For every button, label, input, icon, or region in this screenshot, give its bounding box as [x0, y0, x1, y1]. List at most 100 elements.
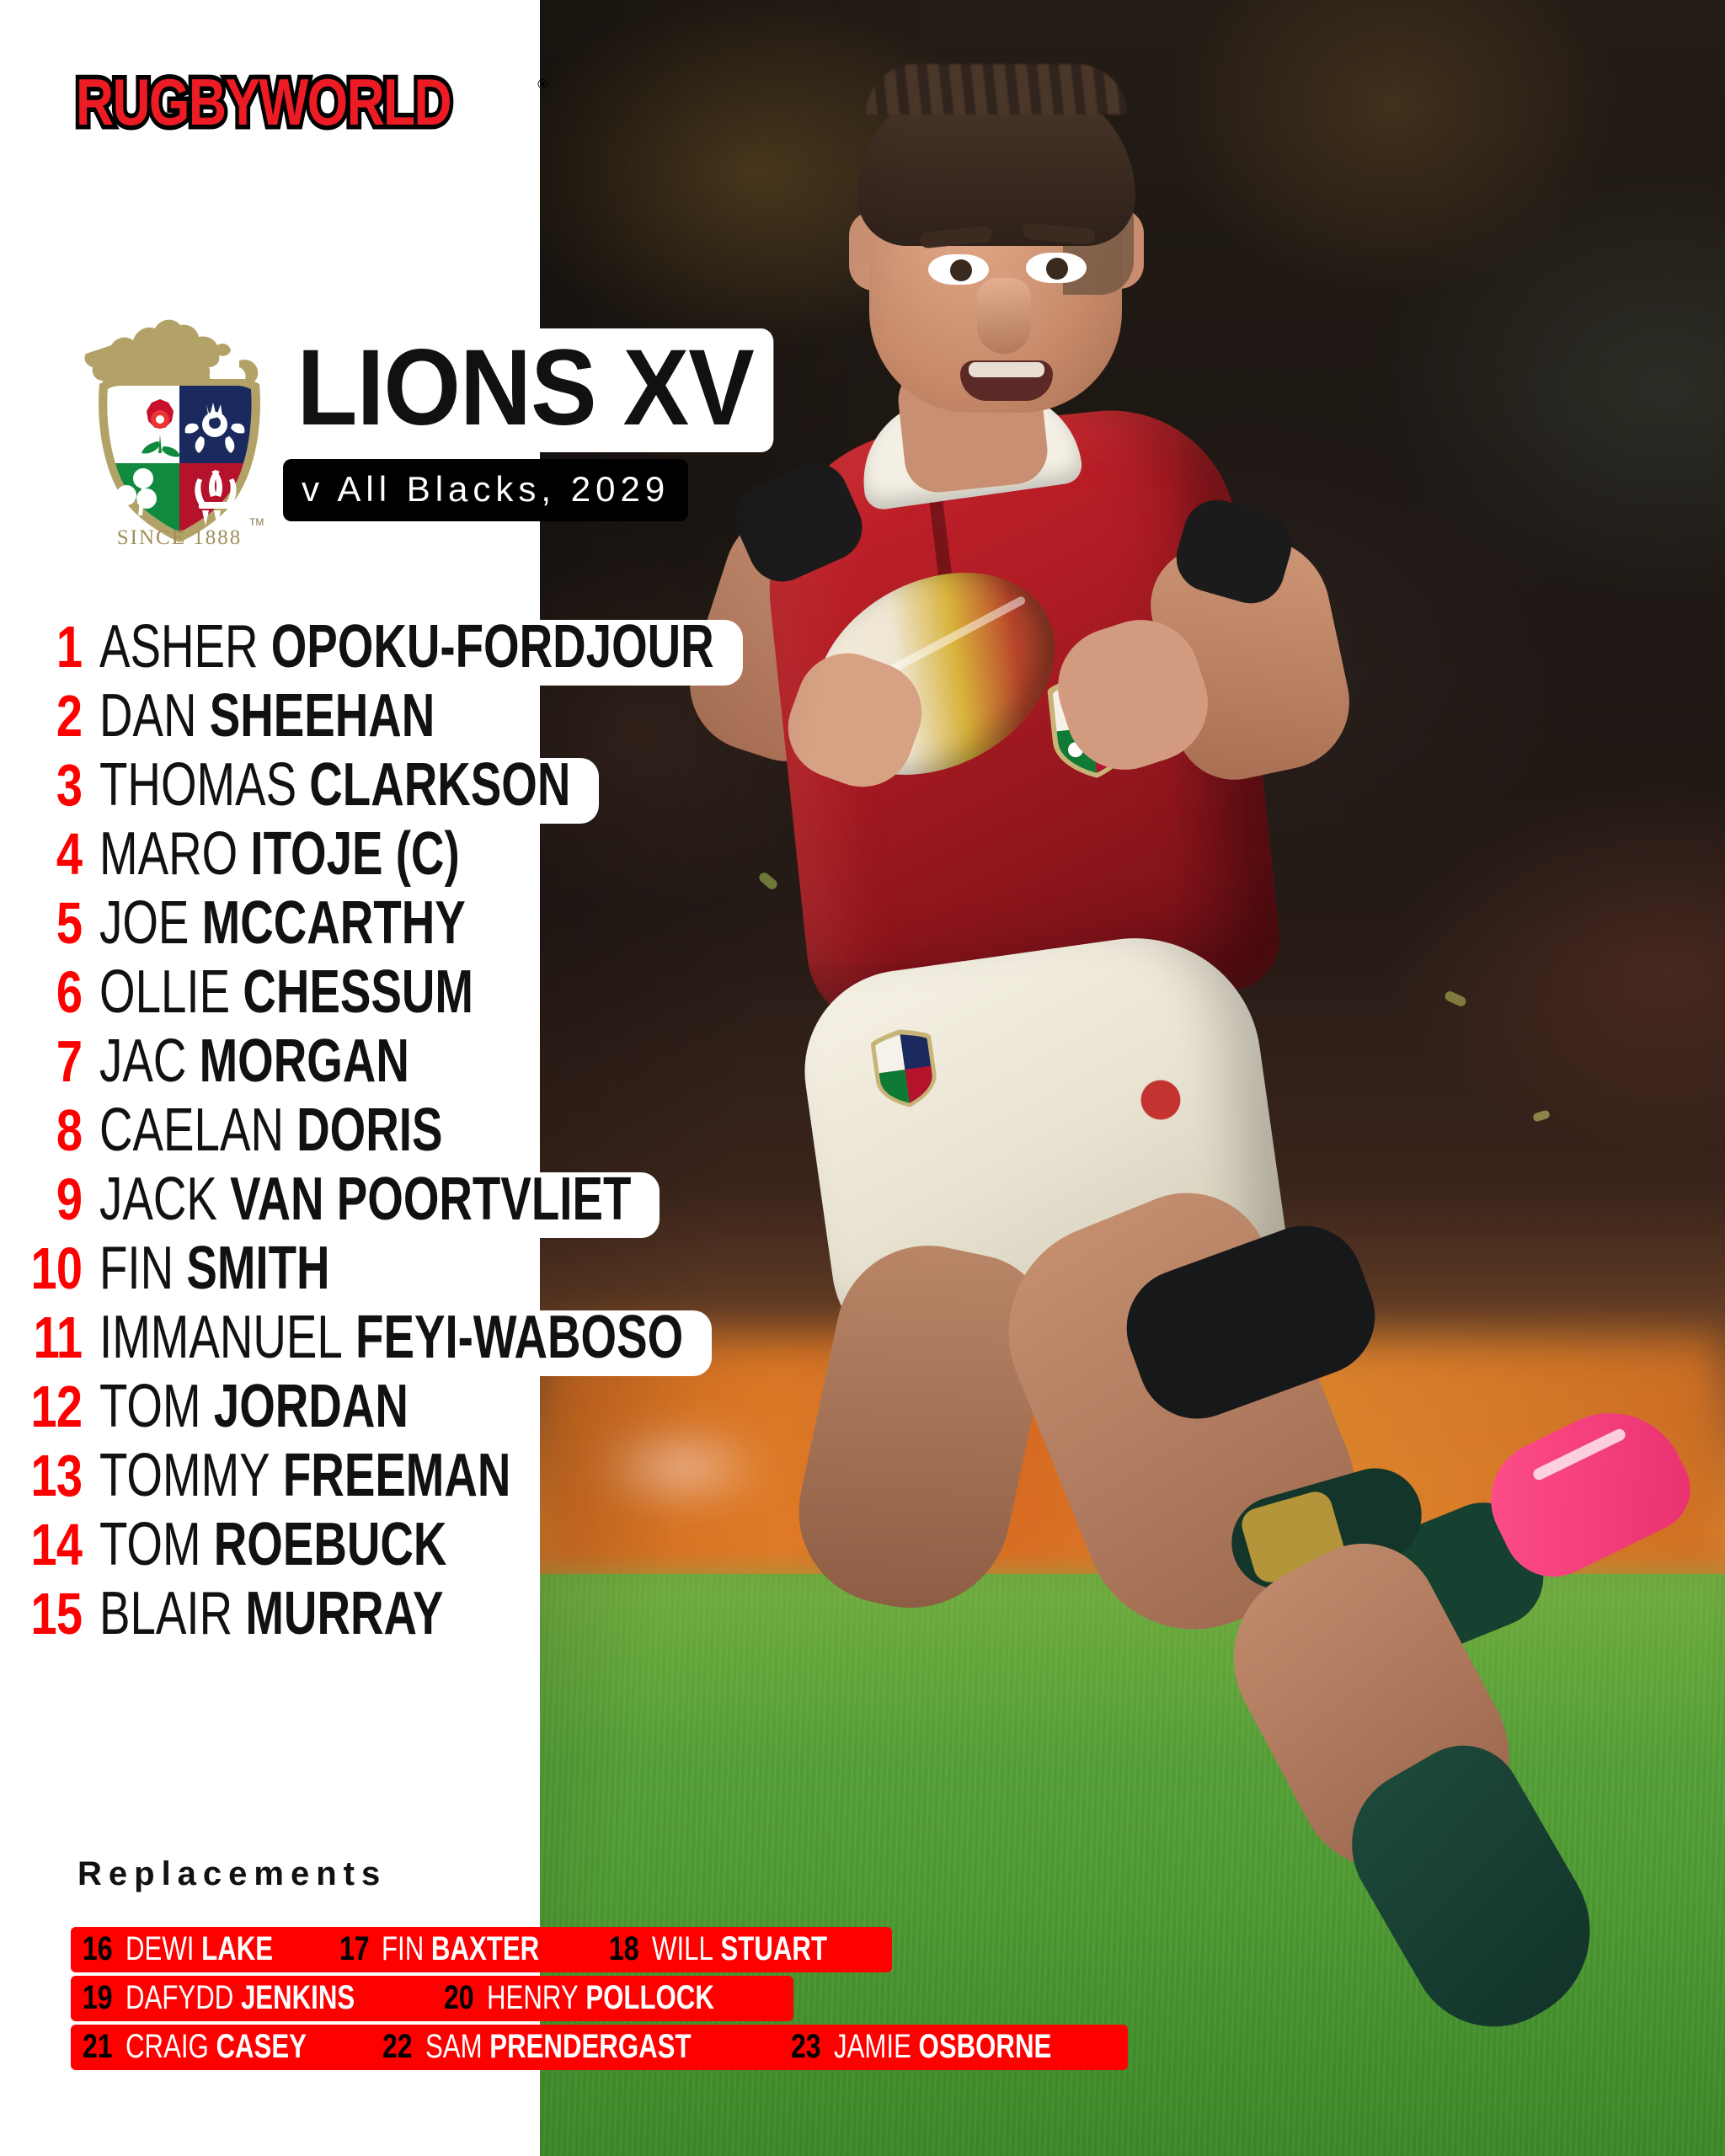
player-hair	[857, 77, 1135, 246]
title-block: LIONS XV v All Blacks, 2029	[283, 328, 816, 521]
replacement-number: 17	[339, 1930, 370, 1967]
player-number: 11	[33, 1305, 83, 1370]
player-number: 15	[30, 1581, 83, 1646]
player-name: JAC MORGAN	[99, 1031, 409, 1091]
lineup-row: 2 DAN SHEEHAN	[0, 686, 927, 755]
player-pupil-right	[1046, 258, 1068, 280]
player-last-name: MURRAY	[232, 1580, 444, 1647]
replacement-name: WILL STUART	[652, 1932, 827, 1966]
player-last-name: DORIS	[283, 1097, 443, 1164]
replacement-first-name: HENRY	[486, 1979, 579, 2016]
replacement-first-name: WILL	[651, 1930, 713, 1967]
player-number: 4	[56, 821, 83, 887]
player-name: JACK VAN POORTVLIET	[99, 1169, 631, 1230]
replacements-list: 16 DEWI LAKE 17 FIN BAXTER 18 WILL STUART 19 DA…	[71, 1927, 1128, 2073]
player-number: 6	[56, 959, 83, 1025]
player-last-name: CHESSUM	[230, 958, 473, 1026]
replacement-number: 22	[382, 2028, 413, 2065]
wales-feathers-icon	[195, 470, 237, 527]
replacement-number: 19	[83, 1979, 113, 2016]
lions-crest-icon: TM	[74, 296, 285, 549]
replacements-row: 21 CRAIG CASEY 22 SAM PRENDERGAST 23 JAMIE OS…	[71, 2025, 1128, 2070]
replacements-row: 16 DEWI LAKE 17 FIN BAXTER 18 WILL STUART	[71, 1927, 1128, 1972]
lineup-row: 5 JOE MCCARTHY	[0, 893, 927, 962]
lineup-row: 13 TOMMY FREEMAN	[0, 1445, 927, 1514]
player-last-name: JORDAN	[200, 1373, 409, 1440]
player-last-name: FEYI-WABOSO	[342, 1304, 684, 1371]
lineup-row: 7 JAC MORGAN	[0, 1031, 927, 1100]
player-name: JOE MCCARTHY	[99, 893, 466, 953]
rugby-world-wordmark: RUGBYWORLD	[72, 64, 456, 139]
player-first-name: BLAIR	[99, 1580, 233, 1647]
player-last-name: SHEEHAN	[196, 682, 435, 750]
player-nose	[977, 278, 1031, 354]
player-name: TOM ROEBUCK	[99, 1514, 446, 1575]
lineup-row: 6 OLLIE CHESSUM	[0, 962, 927, 1031]
replacement-number: 21	[83, 2028, 113, 2065]
player-name: FIN SMITH	[99, 1238, 330, 1299]
lineup-row: 10 FIN SMITH	[0, 1238, 927, 1307]
lineup-row: 8 CAELAN DORIS	[0, 1100, 927, 1169]
page-title: LIONS XV	[283, 328, 774, 452]
replacement-number: 23	[791, 2028, 821, 2065]
player-name: OLLIE CHESSUM	[99, 962, 473, 1022]
lineup-row: 11 IMMANUEL FEYI-WABOSO	[0, 1307, 927, 1376]
page-subtitle: v All Blacks, 2029	[283, 458, 689, 521]
player-last-name: ROEBUCK	[200, 1511, 447, 1578]
player-first-name: MARO	[99, 820, 238, 888]
replacement-last-name: LAKE	[193, 1930, 273, 1967]
player-name: CAELAN DORIS	[99, 1100, 442, 1161]
replacement-last-name: BAXTER	[424, 1930, 540, 1967]
player-first-name: CAELAN	[99, 1097, 284, 1164]
player-last-name: CLARKSON	[296, 751, 571, 819]
lineup-row: 12 TOM JORDAN	[0, 1376, 927, 1445]
player-number: 1	[56, 614, 83, 680]
registered-trademark-icon: ®	[537, 77, 548, 92]
player-figure	[539, 0, 1725, 2156]
replacements-red-bar: 19 DAFYDD JENKINS 20 HENRY POLLOCK	[71, 1976, 793, 2021]
england-rose-icon	[142, 399, 180, 457]
player-name: TOM JORDAN	[99, 1376, 409, 1437]
player-first-name: DAN	[99, 682, 197, 750]
scotland-thistle-icon	[184, 403, 245, 453]
lineup-row: 9 JACK VAN POORTVLIET	[0, 1169, 927, 1238]
player-first-name: JAC	[99, 1027, 187, 1095]
player-name: ASHER OPOKU-FORDJOUR	[99, 616, 714, 677]
replacement-first-name: JAMIE	[833, 2028, 911, 2065]
player-name: THOMAS CLARKSON	[99, 755, 570, 815]
replacement-first-name: SAM	[425, 2028, 483, 2065]
player-first-name: FIN	[99, 1235, 174, 1302]
player-first-name: JACK	[99, 1166, 217, 1233]
replacement-last-name: JENKINS	[232, 1979, 355, 2016]
player-first-name: TOM	[99, 1373, 201, 1440]
lineup-row: 14 TOM ROEBUCK	[0, 1514, 927, 1583]
replacements-row: 19 DAFYDD JENKINS 20 HENRY POLLOCK	[71, 1976, 1128, 2021]
replacement-last-name: PRENDERGAST	[482, 2028, 692, 2065]
player-last-name: MORGAN	[186, 1027, 409, 1095]
player-number: 3	[56, 752, 83, 818]
replacement-name: DAFYDD JENKINS	[126, 1981, 355, 2015]
replacements-red-bar: 21 CRAIG CASEY 22 SAM PRENDERGAST 23 JAMIE OS…	[71, 2025, 1128, 2070]
replacement-name: JAMIE OSBORNE	[834, 2030, 1051, 2063]
player-first-name: THOMAS	[99, 751, 297, 819]
player-first-name: IMMANUEL	[99, 1304, 343, 1371]
lineup-row: 15 BLAIR MURRAY	[0, 1583, 927, 1652]
replacement-name: CRAIG CASEY	[126, 2030, 307, 2063]
replacements-red-bar: 16 DEWI LAKE 17 FIN BAXTER 18 WILL STUART	[71, 1927, 892, 1972]
replacement-last-name: OSBORNE	[911, 2028, 1051, 2065]
player-number: 8	[56, 1097, 83, 1163]
player-number: 12	[30, 1374, 83, 1439]
starting-xv-list: 1 ASHER OPOKU-FORDJOUR 2 DAN SHEEHAN 3 THOMAS…	[0, 616, 927, 1652]
replacement-first-name: DEWI	[125, 1930, 194, 1967]
replacement-first-name: CRAIG	[125, 2028, 209, 2065]
replacement-first-name: FIN	[382, 1930, 425, 1967]
player-number: 13	[30, 1443, 83, 1508]
pitch-debris	[1531, 1109, 1551, 1123]
lineup-row: 3 THOMAS CLARKSON	[0, 755, 927, 824]
replacement-number: 18	[609, 1930, 640, 1967]
player-last-name: MCCARTHY	[189, 889, 466, 957]
replacement-name: SAM PRENDERGAST	[425, 2030, 692, 2063]
replacement-last-name: CASEY	[208, 2028, 307, 2065]
crest-tm-mark: TM	[249, 516, 264, 528]
player-first-name: JOE	[99, 889, 190, 957]
